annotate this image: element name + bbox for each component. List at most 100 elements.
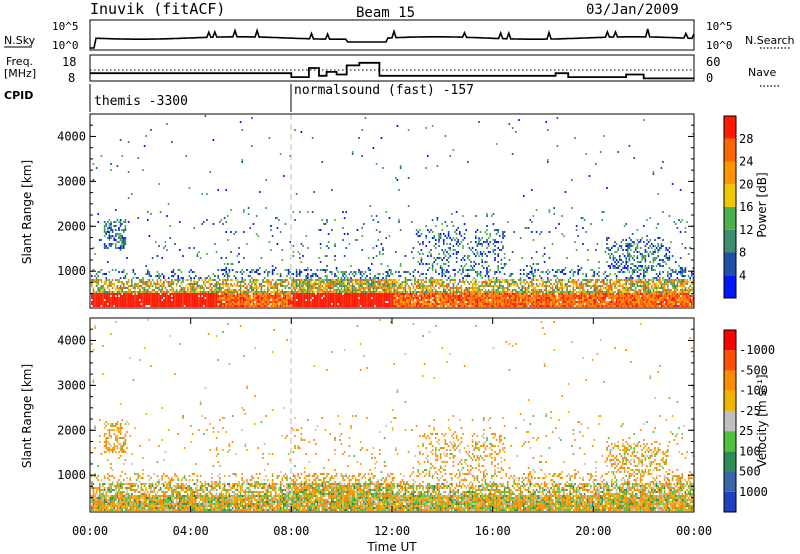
range-cell: [238, 295, 240, 297]
range-cell: [267, 291, 269, 293]
range-cell: [473, 277, 475, 279]
range-cell: [255, 289, 258, 291]
range-cell: [511, 289, 514, 291]
range-cell: [566, 293, 568, 295]
range-cell: [451, 293, 453, 295]
range-cell: [476, 251, 479, 253]
range-cell: [444, 297, 447, 299]
range-cell: [334, 301, 336, 303]
range-cell: [252, 287, 255, 289]
range-cell: [452, 305, 455, 307]
range-cell: [588, 285, 591, 287]
range-cell: [479, 289, 482, 291]
range-cell: [310, 287, 312, 289]
range-cell: [526, 273, 528, 275]
range-cell: [524, 291, 527, 293]
range-cell: [166, 295, 168, 297]
range-cell: [134, 303, 136, 305]
range-cell: [273, 283, 275, 285]
range-cell: [494, 245, 496, 247]
range-cell: [407, 205, 410, 207]
range-cell: [159, 305, 162, 307]
range-cell: [606, 279, 608, 281]
range-cell: [467, 289, 469, 291]
range-cell: [350, 291, 352, 293]
range-cell: [487, 251, 490, 253]
range-cell: [318, 299, 320, 301]
range-cell: [107, 247, 109, 249]
range-cell: [100, 297, 103, 299]
range-cell: [345, 275, 347, 277]
range-cell: [447, 247, 450, 249]
range-cell: [326, 305, 328, 307]
range-cell: [607, 249, 610, 251]
range-cell: [209, 305, 211, 307]
range-cell: [199, 293, 202, 295]
range-cell: [252, 303, 255, 305]
range-cell: [465, 293, 467, 295]
range-cell: [287, 305, 290, 307]
range-cell: [486, 283, 488, 285]
range-cell: [431, 237, 434, 239]
range-cell: [300, 291, 303, 293]
range-cell: [292, 279, 295, 281]
range-cell: [318, 279, 320, 281]
range-cell: [230, 291, 232, 293]
range-cell: [527, 283, 530, 285]
range-cell: [567, 305, 570, 307]
range-cell: [489, 285, 491, 287]
range-cell: [571, 207, 573, 209]
range-cell: [351, 289, 354, 291]
range-cell: [148, 291, 151, 293]
range-cell: [278, 299, 280, 301]
range-cell: [127, 221, 130, 223]
range-cell: [425, 301, 427, 303]
range-cell: [169, 295, 171, 297]
range-cell: [518, 293, 520, 295]
range-cell: [198, 277, 200, 279]
range-cell: [585, 297, 587, 299]
range-cell: [511, 297, 514, 299]
range-cell: [475, 249, 477, 251]
range-cell: [342, 281, 344, 283]
range-cell: [489, 233, 491, 235]
range-cell: [129, 297, 131, 299]
range-cell: [436, 279, 439, 281]
range-cell: [110, 235, 112, 237]
range-cell: [142, 289, 144, 291]
range-cell: [542, 299, 544, 301]
range-cell: [585, 299, 587, 301]
range-cell: [305, 269, 307, 271]
range-cell: [355, 303, 357, 305]
range-cell: [601, 219, 603, 221]
range-cell: [500, 297, 503, 299]
range-cell: [611, 293, 613, 295]
range-cell: [371, 291, 373, 293]
range-cell: [295, 295, 298, 297]
range-cell: [316, 297, 319, 299]
range-cell: [283, 281, 285, 283]
range-cell: [535, 231, 538, 233]
range-cell: [348, 289, 351, 291]
range-cell: [361, 287, 363, 289]
range-cell: [95, 299, 98, 301]
range-cell: [462, 239, 464, 241]
range-cell: [315, 305, 317, 307]
range-cell: [422, 283, 424, 285]
range-cell: [254, 271, 256, 273]
range-cell: [219, 305, 221, 307]
range-cell: [463, 259, 466, 261]
range-cell: [249, 287, 251, 289]
range-cell: [439, 295, 442, 297]
range-cell: [430, 295, 432, 297]
range-cell: [555, 303, 557, 305]
range-cell: [564, 273, 567, 275]
range-cell: [119, 235, 122, 237]
range-cell: [271, 295, 274, 297]
range-cell: [572, 283, 575, 285]
range-cell: [534, 291, 536, 293]
range-cell: [292, 273, 295, 275]
range-cell: [607, 297, 610, 299]
range-cell: [550, 303, 552, 305]
range-cell: [254, 281, 256, 283]
